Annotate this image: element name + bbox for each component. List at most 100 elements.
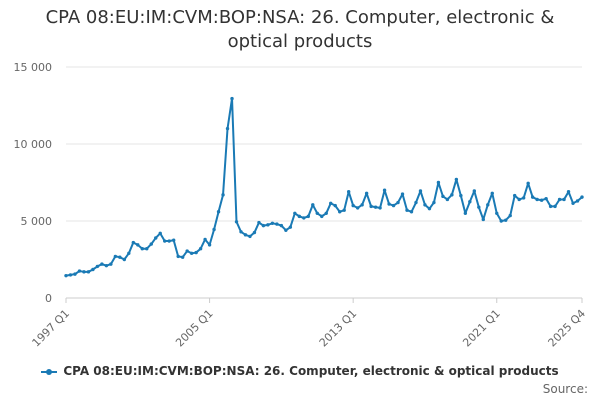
data-point[interactable] [315,211,319,215]
data-point[interactable] [364,191,369,195]
data-point[interactable] [198,247,203,251]
data-point[interactable] [423,203,427,207]
data-point[interactable] [454,177,459,182]
data-point[interactable] [131,240,136,245]
data-point[interactable] [302,216,306,220]
data-point[interactable] [477,205,481,209]
data-point[interactable] [86,270,91,274]
data-point[interactable] [387,202,391,206]
data-point[interactable] [230,96,234,101]
data-point[interactable] [288,225,293,229]
data-point[interactable] [539,198,544,202]
data-point[interactable] [194,250,198,255]
data-point[interactable] [355,206,360,210]
data-point[interactable] [553,204,557,209]
data-point[interactable] [320,214,324,219]
data-point[interactable] [517,197,521,202]
data-point[interactable] [104,263,109,268]
data-point[interactable] [400,192,405,196]
data-point[interactable] [113,254,118,259]
data-point[interactable] [149,242,153,246]
data-point[interactable] [284,228,288,232]
data-point[interactable] [571,201,575,205]
data-point[interactable] [252,230,257,235]
data-point[interactable] [167,239,171,243]
data-point[interactable] [468,200,472,204]
data-point[interactable] [145,247,149,251]
data-point[interactable] [306,214,310,219]
data-point[interactable] [261,223,266,228]
data-point[interactable] [158,231,162,236]
data-point[interactable] [221,193,225,197]
data-point[interactable] [275,222,279,226]
data-point[interactable] [369,204,373,209]
data-point[interactable] [508,213,512,218]
data-point[interactable] [216,210,221,214]
data-point[interactable] [77,269,82,273]
data-point[interactable] [248,234,252,239]
data-point[interactable] [171,238,176,242]
data-point[interactable] [342,208,346,212]
data-point[interactable] [526,181,530,185]
data-point[interactable] [557,197,562,202]
data-point[interactable] [122,257,127,262]
data-point[interactable] [185,249,189,253]
data-point[interactable] [504,218,508,222]
data-point[interactable] [512,193,517,198]
data-point[interactable] [566,190,571,194]
data-point[interactable] [580,195,584,199]
data-point[interactable] [64,273,68,278]
data-point[interactable] [535,197,539,202]
data-point[interactable] [279,223,284,228]
data-point[interactable] [450,193,454,197]
data-point[interactable] [225,126,230,131]
data-point[interactable] [266,223,270,227]
data-point[interactable] [140,247,144,251]
data-point[interactable] [212,227,216,232]
data-point[interactable] [499,219,503,223]
data-point[interactable] [257,220,261,225]
data-point[interactable] [481,217,485,222]
data-point[interactable] [136,243,140,247]
data-point[interactable] [432,200,436,205]
data-point[interactable] [486,203,490,207]
data-point[interactable] [472,189,477,193]
data-point[interactable] [346,190,351,194]
data-point[interactable] [382,188,387,192]
data-point[interactable] [338,210,342,214]
data-point[interactable] [68,273,73,277]
data-point[interactable] [329,201,333,205]
data-point[interactable] [414,200,418,205]
data-point[interactable] [324,211,328,215]
data-point[interactable] [109,262,113,266]
data-point[interactable] [495,211,499,215]
data-point[interactable] [562,197,566,202]
data-point[interactable] [575,199,580,203]
data-point[interactable] [360,203,364,207]
data-point[interactable] [95,264,100,269]
data-point[interactable] [82,270,86,274]
data-point[interactable] [405,208,409,212]
data-point[interactable] [441,194,445,199]
data-point[interactable] [544,196,548,201]
data-point[interactable] [180,255,185,259]
data-point[interactable] [378,206,382,210]
data-point[interactable] [351,203,355,208]
data-point[interactable] [270,221,275,226]
data-point[interactable] [445,197,450,202]
legend[interactable]: CPA 08:EU:IM:CVM:BOP:NSA: 26. Computer, … [0,364,600,378]
data-point[interactable] [490,191,494,195]
data-point[interactable] [436,180,441,185]
data-point[interactable] [234,220,239,224]
data-point[interactable] [427,206,432,211]
data-point[interactable] [127,251,131,256]
data-point[interactable] [118,255,122,259]
data-point[interactable] [409,210,414,214]
data-point[interactable] [176,254,180,259]
data-point[interactable] [333,203,337,208]
data-point[interactable] [521,196,526,200]
data-point[interactable] [391,203,396,208]
data-point[interactable] [154,236,158,240]
data-point[interactable] [463,211,468,215]
data-point[interactable] [293,211,297,215]
